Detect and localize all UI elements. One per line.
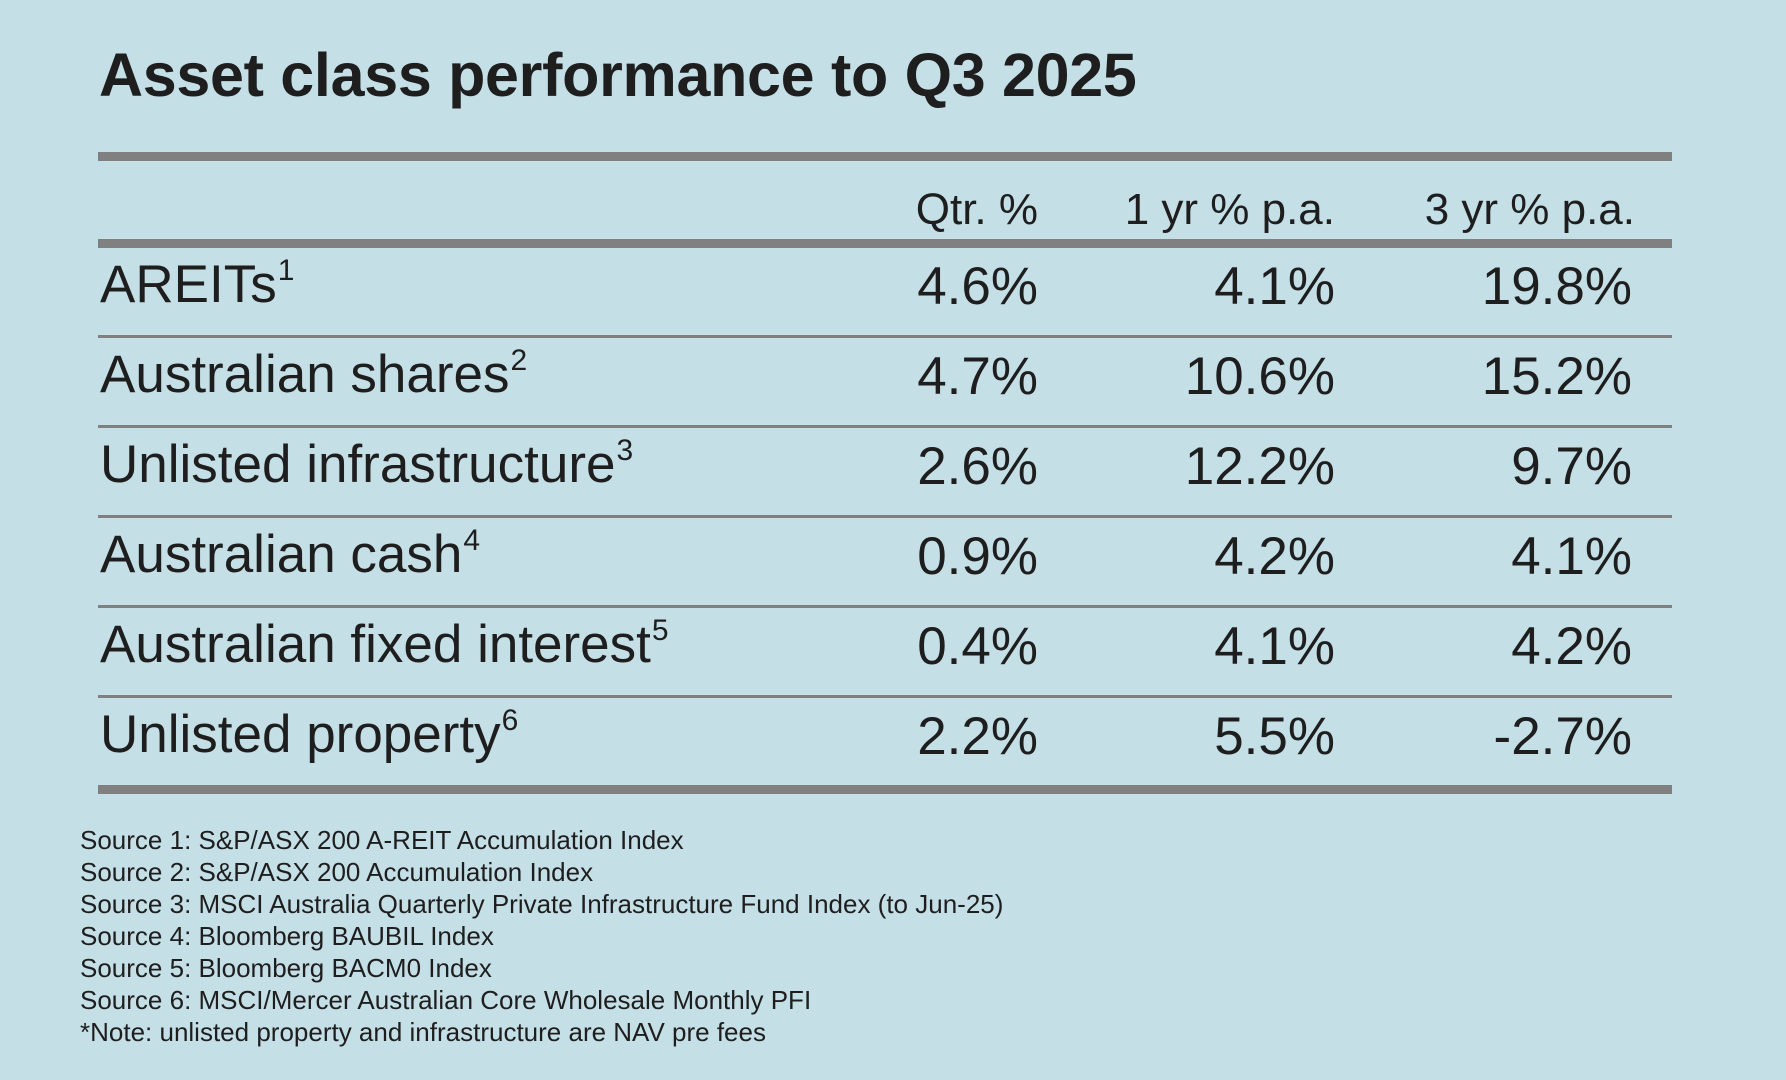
table-row: AREITs1 4.6% 4.1% 19.8% [98,248,1672,335]
table-bottom-rule [98,785,1672,794]
source-note: Source 2: S&P/ASX 200 Accumulation Index [80,857,594,887]
source-note: Source 3: MSCI Australia Quarterly Priva… [80,889,1004,919]
table-header-row: Qtr. % 1 yr % p.a. 3 yr % p.a. [98,161,1672,239]
row-divider [98,335,1672,338]
source-note: Source 5: Bloomberg BACM0 Index [80,953,492,983]
source-note: Source 1: S&P/ASX 200 A-REIT Accumulatio… [80,825,684,855]
row-divider [98,425,1672,428]
row-label: Australian shares2 [100,344,528,404]
footnote-ref: 6 [501,704,519,737]
table-row: Australian fixed interest5 0.4% 4.1% 4.2… [98,608,1672,695]
1yr-value: 5.5% [1214,707,1335,766]
footnote-ref: 4 [463,524,481,557]
header-qtr: Qtr. % [915,185,1038,234]
page-title: Asset class performance to Q3 2025 [99,41,1137,109]
row-divider [98,605,1672,608]
row-label: AREITs1 [100,254,295,314]
source-note: Source 4: Bloomberg BAUBIL Index [80,921,494,951]
3yr-value: 15.2% [1481,347,1632,406]
footnote: *Note: unlisted property and infrastruct… [80,1017,766,1047]
header-bottom-rule [98,239,1672,248]
qtr-value: 2.2% [917,707,1038,766]
qtr-value: 0.4% [917,617,1038,676]
qtr-value: 4.6% [917,257,1038,316]
row-divider [98,515,1672,518]
footnote-ref: 3 [616,434,634,467]
qtr-value: 2.6% [917,437,1038,496]
3yr-value: 4.2% [1511,617,1632,676]
header-3yr: 3 yr % p.a. [1424,185,1635,234]
qtr-value: 4.7% [917,347,1038,406]
1yr-value: 10.6% [1184,347,1335,406]
table-row: Unlisted infrastructure3 2.6% 12.2% 9.7% [98,428,1672,515]
footnote-ref: 2 [510,344,528,377]
row-label: Unlisted infrastructure3 [100,434,634,494]
header-1yr: 1 yr % p.a. [1124,185,1335,234]
1yr-value: 12.2% [1184,437,1335,496]
table-row: Australian cash4 0.9% 4.2% 4.1% [98,518,1672,605]
1yr-value: 4.2% [1214,527,1335,586]
row-divider [98,695,1672,698]
footnote-ref: 1 [277,254,295,287]
1yr-value: 4.1% [1214,617,1335,676]
3yr-value: 9.7% [1511,437,1632,496]
qtr-value: 0.9% [917,527,1038,586]
footnote-ref: 5 [651,614,669,647]
3yr-value: 19.8% [1481,257,1632,316]
3yr-value: 4.1% [1511,527,1632,586]
table-row: Unlisted property6 2.2% 5.5% -2.7% [98,698,1672,785]
row-label: Australian cash4 [100,524,481,584]
performance-table: Qtr. % 1 yr % p.a. 3 yr % p.a. AREITs1 4… [98,152,1672,794]
row-label: Unlisted property6 [100,704,519,764]
source-note: Source 6: MSCI/Mercer Australian Core Wh… [80,985,812,1015]
3yr-value: -2.7% [1493,707,1632,766]
table-top-rule [98,152,1672,161]
row-label: Australian fixed interest5 [100,614,669,674]
source-notes: Source 1: S&P/ASX 200 A-REIT Accumulatio… [80,824,1003,1048]
1yr-value: 4.1% [1214,257,1335,316]
table-row: Australian shares2 4.7% 10.6% 15.2% [98,338,1672,425]
